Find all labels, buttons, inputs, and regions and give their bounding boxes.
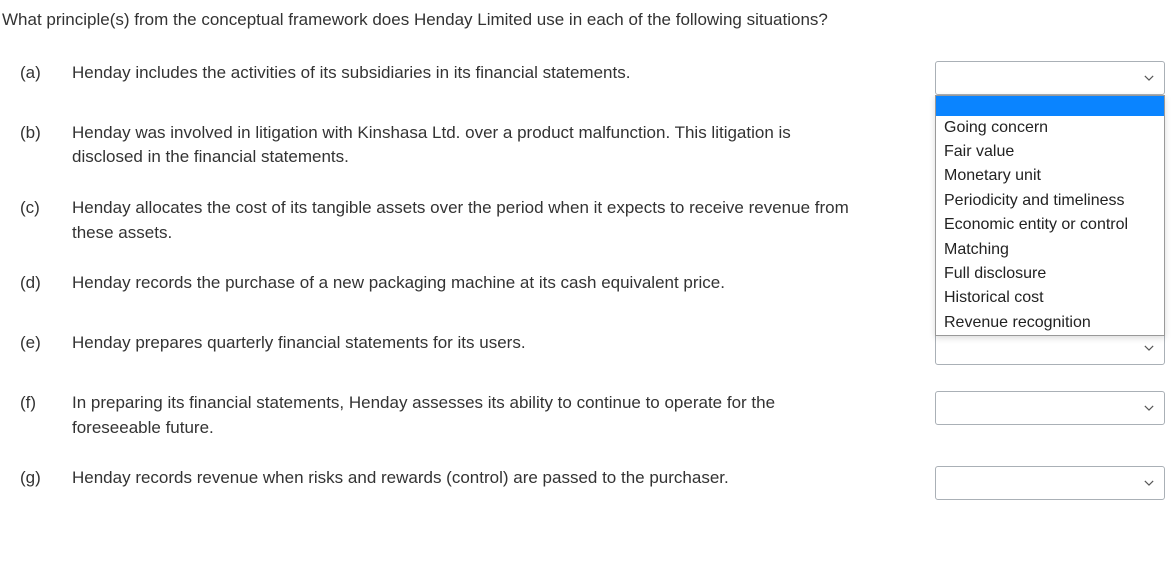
item-label: (e) <box>20 331 72 356</box>
item-text: Henday records revenue when risks and re… <box>72 466 935 491</box>
item-label: (a) <box>20 61 72 86</box>
item-text: Henday was involved in litigation with K… <box>72 121 935 170</box>
item-row-g: (g) Henday records revenue when risks an… <box>20 466 1165 500</box>
chevron-down-icon <box>1144 403 1154 413</box>
question-items: (a) Henday includes the activities of it… <box>2 61 1165 501</box>
option-periodicity[interactable]: Periodicity and timeliness <box>936 189 1164 213</box>
item-row-a: (a) Henday includes the activities of it… <box>20 61 1165 95</box>
option-revenue-recognition[interactable]: Revenue recognition <box>936 311 1164 335</box>
chevron-down-icon <box>1144 478 1154 488</box>
item-text: Henday allocates the cost of its tangibl… <box>72 196 935 245</box>
option-economic-entity[interactable]: Economic entity or control <box>936 213 1164 237</box>
option-historical-cost[interactable]: Historical cost <box>936 286 1164 310</box>
item-text: Henday prepares quarterly financial stat… <box>72 331 935 356</box>
item-text: Henday records the purchase of a new pac… <box>72 271 935 296</box>
item-label: (d) <box>20 271 72 296</box>
answer-select-f[interactable] <box>935 391 1165 425</box>
option-matching[interactable]: Matching <box>936 238 1164 262</box>
chevron-down-icon <box>1144 343 1154 353</box>
answer-select-e[interactable] <box>935 331 1165 365</box>
answer-cell-e <box>935 331 1165 365</box>
item-label: (c) <box>20 196 72 221</box>
option-fair-value[interactable]: Fair value <box>936 140 1164 164</box>
item-label: (g) <box>20 466 72 491</box>
option-monetary-unit[interactable]: Monetary unit <box>936 164 1164 188</box>
item-row-f: (f) In preparing its financial statement… <box>20 391 1165 440</box>
item-label: (f) <box>20 391 72 416</box>
answer-cell-g <box>935 466 1165 500</box>
option-going-concern[interactable]: Going concern <box>936 116 1164 140</box>
answer-cell-a: Going concern Fair value Monetary unit P… <box>935 61 1165 95</box>
question-stem: What principle(s) from the conceptual fr… <box>2 8 1165 33</box>
option-blank[interactable] <box>936 96 1164 116</box>
answer-select-a[interactable] <box>935 61 1165 95</box>
answer-select-g[interactable] <box>935 466 1165 500</box>
chevron-down-icon <box>1144 73 1154 83</box>
item-label: (b) <box>20 121 72 146</box>
answer-cell-f <box>935 391 1165 425</box>
item-row-e: (e) Henday prepares quarterly financial … <box>20 331 1165 365</box>
item-text: In preparing its financial statements, H… <box>72 391 935 440</box>
option-full-disclosure[interactable]: Full disclosure <box>936 262 1164 286</box>
item-text: Henday includes the activities of its su… <box>72 61 935 86</box>
answer-dropdown-a: Going concern Fair value Monetary unit P… <box>935 95 1165 337</box>
